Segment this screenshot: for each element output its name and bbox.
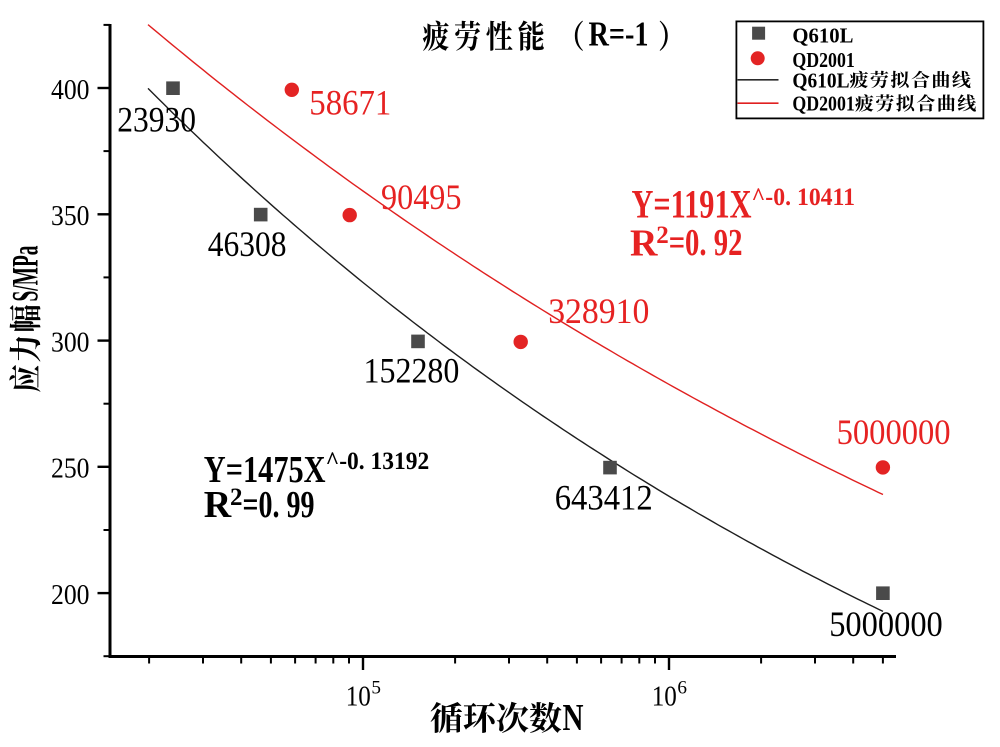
svg-text:200: 200: [51, 579, 90, 611]
svg-text:400: 400: [51, 74, 90, 106]
svg-text:643412: 643412: [555, 477, 653, 517]
svg-text:S/MPa: S/MPa: [6, 246, 47, 302]
svg-text:328910: 328910: [548, 291, 649, 331]
svg-text:5000000: 5000000: [829, 604, 943, 644]
svg-text:QD2001: QD2001: [792, 92, 854, 116]
svg-text:N: N: [563, 697, 584, 739]
svg-text:46308: 46308: [208, 224, 287, 264]
svg-text:5: 5: [371, 678, 381, 699]
svg-text:152280: 152280: [364, 351, 460, 391]
svg-text:^-0. 10411: ^-0. 10411: [752, 184, 856, 211]
svg-text:2: 2: [230, 484, 243, 511]
svg-text:10: 10: [652, 681, 677, 712]
svg-text:58671: 58671: [309, 82, 391, 122]
svg-text:^-0. 13192: ^-0. 13192: [326, 448, 430, 475]
svg-text:R: R: [204, 484, 232, 526]
svg-text:5000000: 5000000: [837, 412, 951, 452]
svg-text:Y=1475X: Y=1475X: [204, 449, 326, 491]
svg-text:300: 300: [51, 326, 90, 358]
svg-text:R=-1: R=-1: [589, 14, 649, 53]
svg-text:=0. 99: =0. 99: [243, 484, 315, 526]
svg-text:=0. 92: =0. 92: [669, 222, 743, 264]
svg-text:QD2001: QD2001: [792, 48, 854, 72]
svg-text:2: 2: [656, 222, 669, 249]
svg-text:Y=1191X: Y=1191X: [632, 182, 752, 227]
svg-text:250: 250: [51, 453, 90, 485]
svg-text:10: 10: [346, 681, 371, 712]
svg-text:6: 6: [677, 678, 687, 699]
svg-text:90495: 90495: [381, 177, 462, 217]
svg-text:350: 350: [51, 200, 90, 232]
svg-text:23930: 23930: [117, 99, 196, 139]
svg-text:Q610L: Q610L: [792, 23, 853, 47]
svg-text:R: R: [630, 223, 658, 265]
svg-text:Q610L: Q610L: [792, 68, 849, 92]
